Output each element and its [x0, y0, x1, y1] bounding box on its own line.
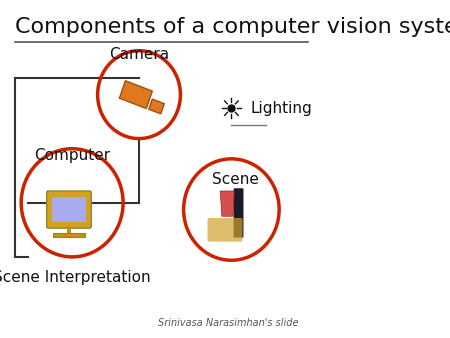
Text: Components of a computer vision system: Components of a computer vision system	[15, 17, 450, 37]
Text: Lighting: Lighting	[251, 101, 312, 116]
FancyBboxPatch shape	[234, 188, 243, 238]
FancyBboxPatch shape	[53, 233, 85, 237]
Text: Scene: Scene	[212, 172, 259, 187]
Text: Camera: Camera	[109, 47, 169, 62]
FancyBboxPatch shape	[52, 197, 86, 222]
FancyBboxPatch shape	[67, 226, 72, 233]
Polygon shape	[149, 99, 164, 114]
Polygon shape	[220, 191, 234, 216]
Text: Computer: Computer	[34, 148, 110, 163]
FancyBboxPatch shape	[47, 191, 91, 228]
Text: Scene Interpretation: Scene Interpretation	[0, 270, 151, 285]
FancyBboxPatch shape	[207, 218, 243, 242]
Polygon shape	[119, 81, 152, 108]
Text: Srinivasa Narasimhan's slide: Srinivasa Narasimhan's slide	[158, 318, 298, 328]
